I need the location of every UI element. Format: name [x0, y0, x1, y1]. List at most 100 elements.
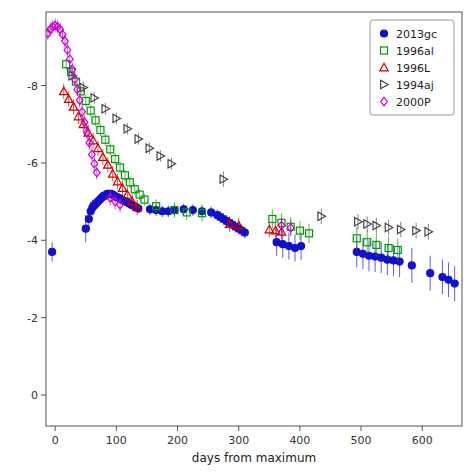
error-bar: [400, 222, 401, 237]
point: [85, 216, 92, 223]
error-bar: [186, 205, 187, 220]
point: [385, 223, 393, 231]
plot-background: [46, 12, 462, 426]
y-tick: [41, 85, 46, 86]
point: [318, 212, 326, 220]
x-tick-label: 0: [52, 434, 59, 447]
point: [427, 270, 434, 277]
legend-label: 1994aj: [396, 79, 434, 92]
point: [113, 177, 121, 185]
y-tick: [41, 317, 46, 318]
error-bar: [376, 218, 377, 233]
point: [49, 248, 56, 255]
point: [97, 127, 104, 134]
legend-label: 2000P: [396, 96, 431, 109]
series: [46, 19, 294, 236]
point: [306, 230, 313, 237]
error-bar: [105, 103, 106, 115]
point: [353, 235, 360, 242]
point: [84, 129, 91, 137]
point: [84, 129, 92, 137]
legend-label: 2013gc: [396, 28, 437, 41]
data: [46, 19, 458, 301]
error-bar: [94, 92, 95, 104]
point: [394, 246, 401, 253]
x-tick-label: 100: [106, 434, 127, 447]
error-bar: [223, 171, 224, 186]
point: [225, 220, 233, 228]
point: [220, 175, 228, 183]
legend-marker: [381, 30, 388, 37]
point: [69, 65, 76, 73]
legend-marker: [381, 80, 389, 88]
point: [135, 135, 143, 143]
point: [64, 46, 71, 54]
point: [364, 220, 372, 228]
x-tick: [177, 426, 178, 431]
point: [408, 262, 415, 269]
x-tick-label: 200: [167, 434, 188, 447]
plot-frame: [46, 12, 462, 426]
point: [87, 107, 94, 114]
error-bar: [281, 218, 282, 233]
point: [117, 164, 124, 171]
point: [235, 221, 243, 229]
point: [373, 221, 381, 229]
y-tick-label: -2: [27, 312, 38, 325]
point: [121, 172, 128, 179]
point: [136, 191, 143, 198]
error-bar: [120, 197, 121, 212]
point: [93, 168, 100, 176]
y-tick-label: -6: [27, 157, 38, 170]
point: [126, 179, 133, 186]
point: [133, 203, 141, 211]
error-bar: [83, 82, 84, 94]
point: [296, 227, 303, 234]
point: [82, 225, 89, 232]
y-tick-label: 0: [31, 389, 38, 402]
point: [81, 118, 88, 126]
point: [199, 210, 206, 217]
point: [94, 144, 102, 152]
x-tick: [422, 426, 423, 431]
point: [364, 239, 371, 246]
point: [168, 159, 176, 167]
point: [117, 200, 124, 208]
point: [141, 196, 148, 203]
error-bar: [367, 216, 368, 231]
point: [269, 216, 276, 223]
legend: 2013gc1996al1996L1994aj2000P: [370, 20, 454, 115]
error-bar: [388, 220, 389, 235]
error-bar: [138, 133, 139, 145]
error-bar: [416, 223, 417, 238]
error-bar: [272, 209, 273, 228]
x-tick-label: 500: [351, 434, 372, 447]
error-bar: [116, 113, 117, 125]
legend-frame: [370, 20, 454, 115]
point: [385, 245, 392, 252]
y-tick: [41, 240, 46, 241]
point: [183, 209, 190, 216]
error-bar: [290, 217, 291, 236]
point: [278, 221, 285, 229]
point: [108, 170, 116, 178]
point: [79, 108, 86, 116]
error-bar: [309, 224, 310, 243]
series: [49, 190, 459, 301]
series: [63, 58, 402, 261]
point: [102, 136, 109, 143]
error-bar: [171, 158, 172, 170]
error-bar: [397, 238, 398, 261]
point: [91, 159, 98, 167]
error-bar: [376, 233, 377, 256]
x-tick-label: 300: [228, 434, 249, 447]
y-tick-label: -8: [27, 80, 38, 93]
error-bar: [428, 224, 429, 239]
error-bar: [115, 194, 116, 209]
point: [80, 83, 88, 91]
x-tick: [116, 426, 117, 431]
error-bar: [174, 202, 175, 217]
point: [60, 87, 68, 95]
chart: 0100200300400500600-8-6-4-20days from ma…: [0, 0, 474, 474]
x-tick-label: 600: [412, 434, 433, 447]
